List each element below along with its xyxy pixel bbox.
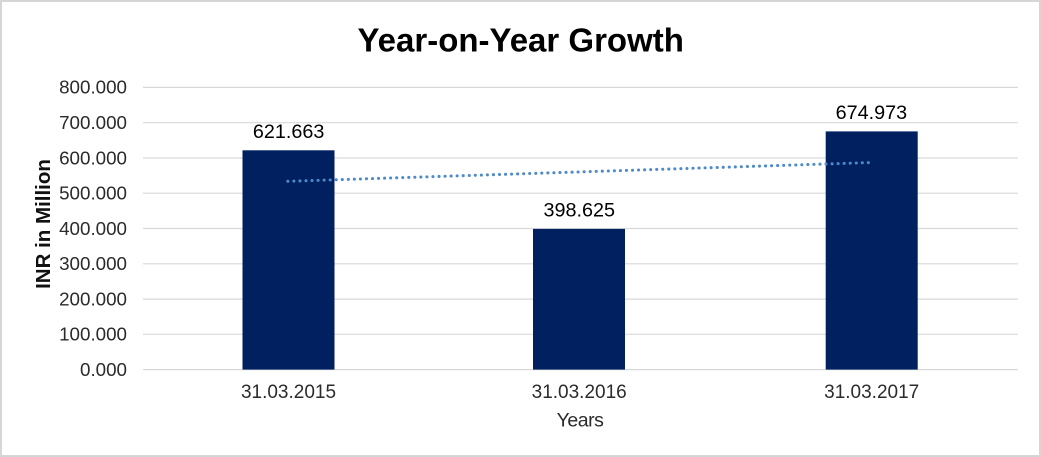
svg-text:600.000: 600.000 bbox=[59, 147, 127, 168]
svg-text:700.000: 700.000 bbox=[59, 112, 127, 133]
svg-text:Years: Years bbox=[557, 409, 604, 431]
svg-text:200.000: 200.000 bbox=[59, 288, 127, 309]
svg-text:INR in Million: INR in Million bbox=[32, 159, 55, 289]
svg-text:31.03.2016: 31.03.2016 bbox=[532, 382, 627, 403]
svg-text:31.03.2015: 31.03.2015 bbox=[241, 382, 336, 403]
svg-text:500.000: 500.000 bbox=[59, 183, 127, 204]
svg-text:31.03.2017: 31.03.2017 bbox=[824, 382, 919, 403]
svg-text:400.000: 400.000 bbox=[59, 218, 127, 239]
svg-text:Year-on-Year Growth: Year-on-Year Growth bbox=[357, 22, 683, 59]
svg-text:674.973: 674.973 bbox=[836, 102, 908, 124]
svg-text:0.000: 0.000 bbox=[80, 359, 127, 380]
svg-text:800.000: 800.000 bbox=[59, 77, 127, 98]
svg-text:621.663: 621.663 bbox=[253, 121, 325, 143]
svg-text:398.625: 398.625 bbox=[543, 199, 615, 221]
svg-text:300.000: 300.000 bbox=[59, 253, 127, 274]
svg-text:100.000: 100.000 bbox=[59, 324, 127, 345]
